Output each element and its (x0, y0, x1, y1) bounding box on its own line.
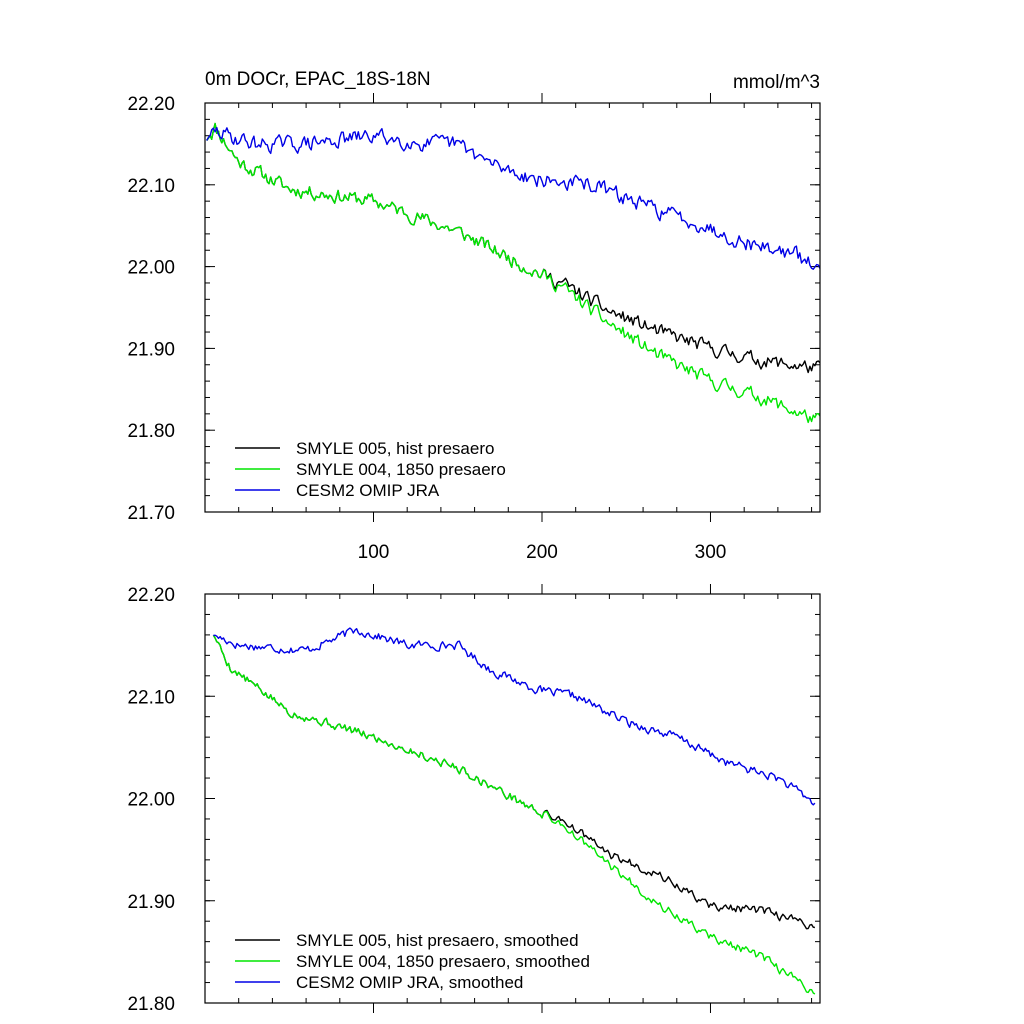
series-lines (212, 627, 816, 995)
series-lines (206, 122, 821, 424)
y-tick-label: 21.70 (127, 503, 175, 524)
y-tick-labels: 21.80 21.90 22.00 22.10 22.20 (127, 585, 175, 1015)
series-line-1 (206, 122, 821, 374)
y-tick-label: 22.10 (127, 687, 175, 708)
x-tick-label: 200 (526, 542, 558, 563)
axis-ticks (205, 584, 820, 1013)
plot-frame (204, 593, 821, 1004)
x-tick-label: 300 (695, 542, 727, 563)
y-tick-label: 21.80 (127, 994, 175, 1015)
series-line-3 (213, 627, 816, 806)
legend-label: SMYLE 005, hist presaero, smoothed (296, 931, 579, 950)
y-tick-label: 21.90 (127, 339, 175, 360)
series-line-2 (212, 634, 816, 995)
x-tick-labels: 100 200 300 (358, 542, 727, 563)
legend-label: SMYLE 004, 1850 presaero, smoothed (296, 952, 590, 971)
top-panel: 0m DOCr, EPAC_18S-18N mmol/m^3 21.70 21.8… (127, 69, 821, 563)
series-line-2 (206, 122, 821, 424)
bottom-panel: 21.80 21.90 22.00 22.10 22.20 SMYLE 005, his… (127, 584, 821, 1015)
y-tick-label: 22.20 (127, 585, 175, 606)
legend-label: SMYLE 004, 1850 presaero (296, 460, 506, 479)
y-tick-label: 21.90 (127, 892, 175, 913)
y-tick-label: 22.00 (127, 790, 175, 811)
series-line-3 (206, 126, 821, 270)
y-tick-label: 22.00 (127, 258, 175, 279)
legend: SMYLE 005, hist presaero SMYLE 004, 1850 … (235, 439, 506, 500)
chart-title: 0m DOCr, EPAC_18S-18N (205, 69, 431, 90)
x-tick-label: 100 (358, 542, 390, 563)
y-tick-label: 21.80 (127, 421, 175, 442)
legend: SMYLE 005, hist presaero, smoothed SMYLE … (235, 931, 590, 992)
plot-frame (204, 102, 821, 513)
y-tick-labels: 21.70 21.80 21.90 22.00 22.10 22.20 (127, 94, 175, 524)
units-label: mmol/m^3 (733, 72, 820, 93)
legend-label: SMYLE 005, hist presaero (296, 439, 494, 458)
legend-label: CESM2 OMIP JRA, smoothed (296, 973, 523, 992)
legend-label: CESM2 OMIP JRA (296, 481, 440, 500)
y-tick-label: 22.10 (127, 176, 175, 197)
y-tick-label: 22.20 (127, 94, 175, 115)
